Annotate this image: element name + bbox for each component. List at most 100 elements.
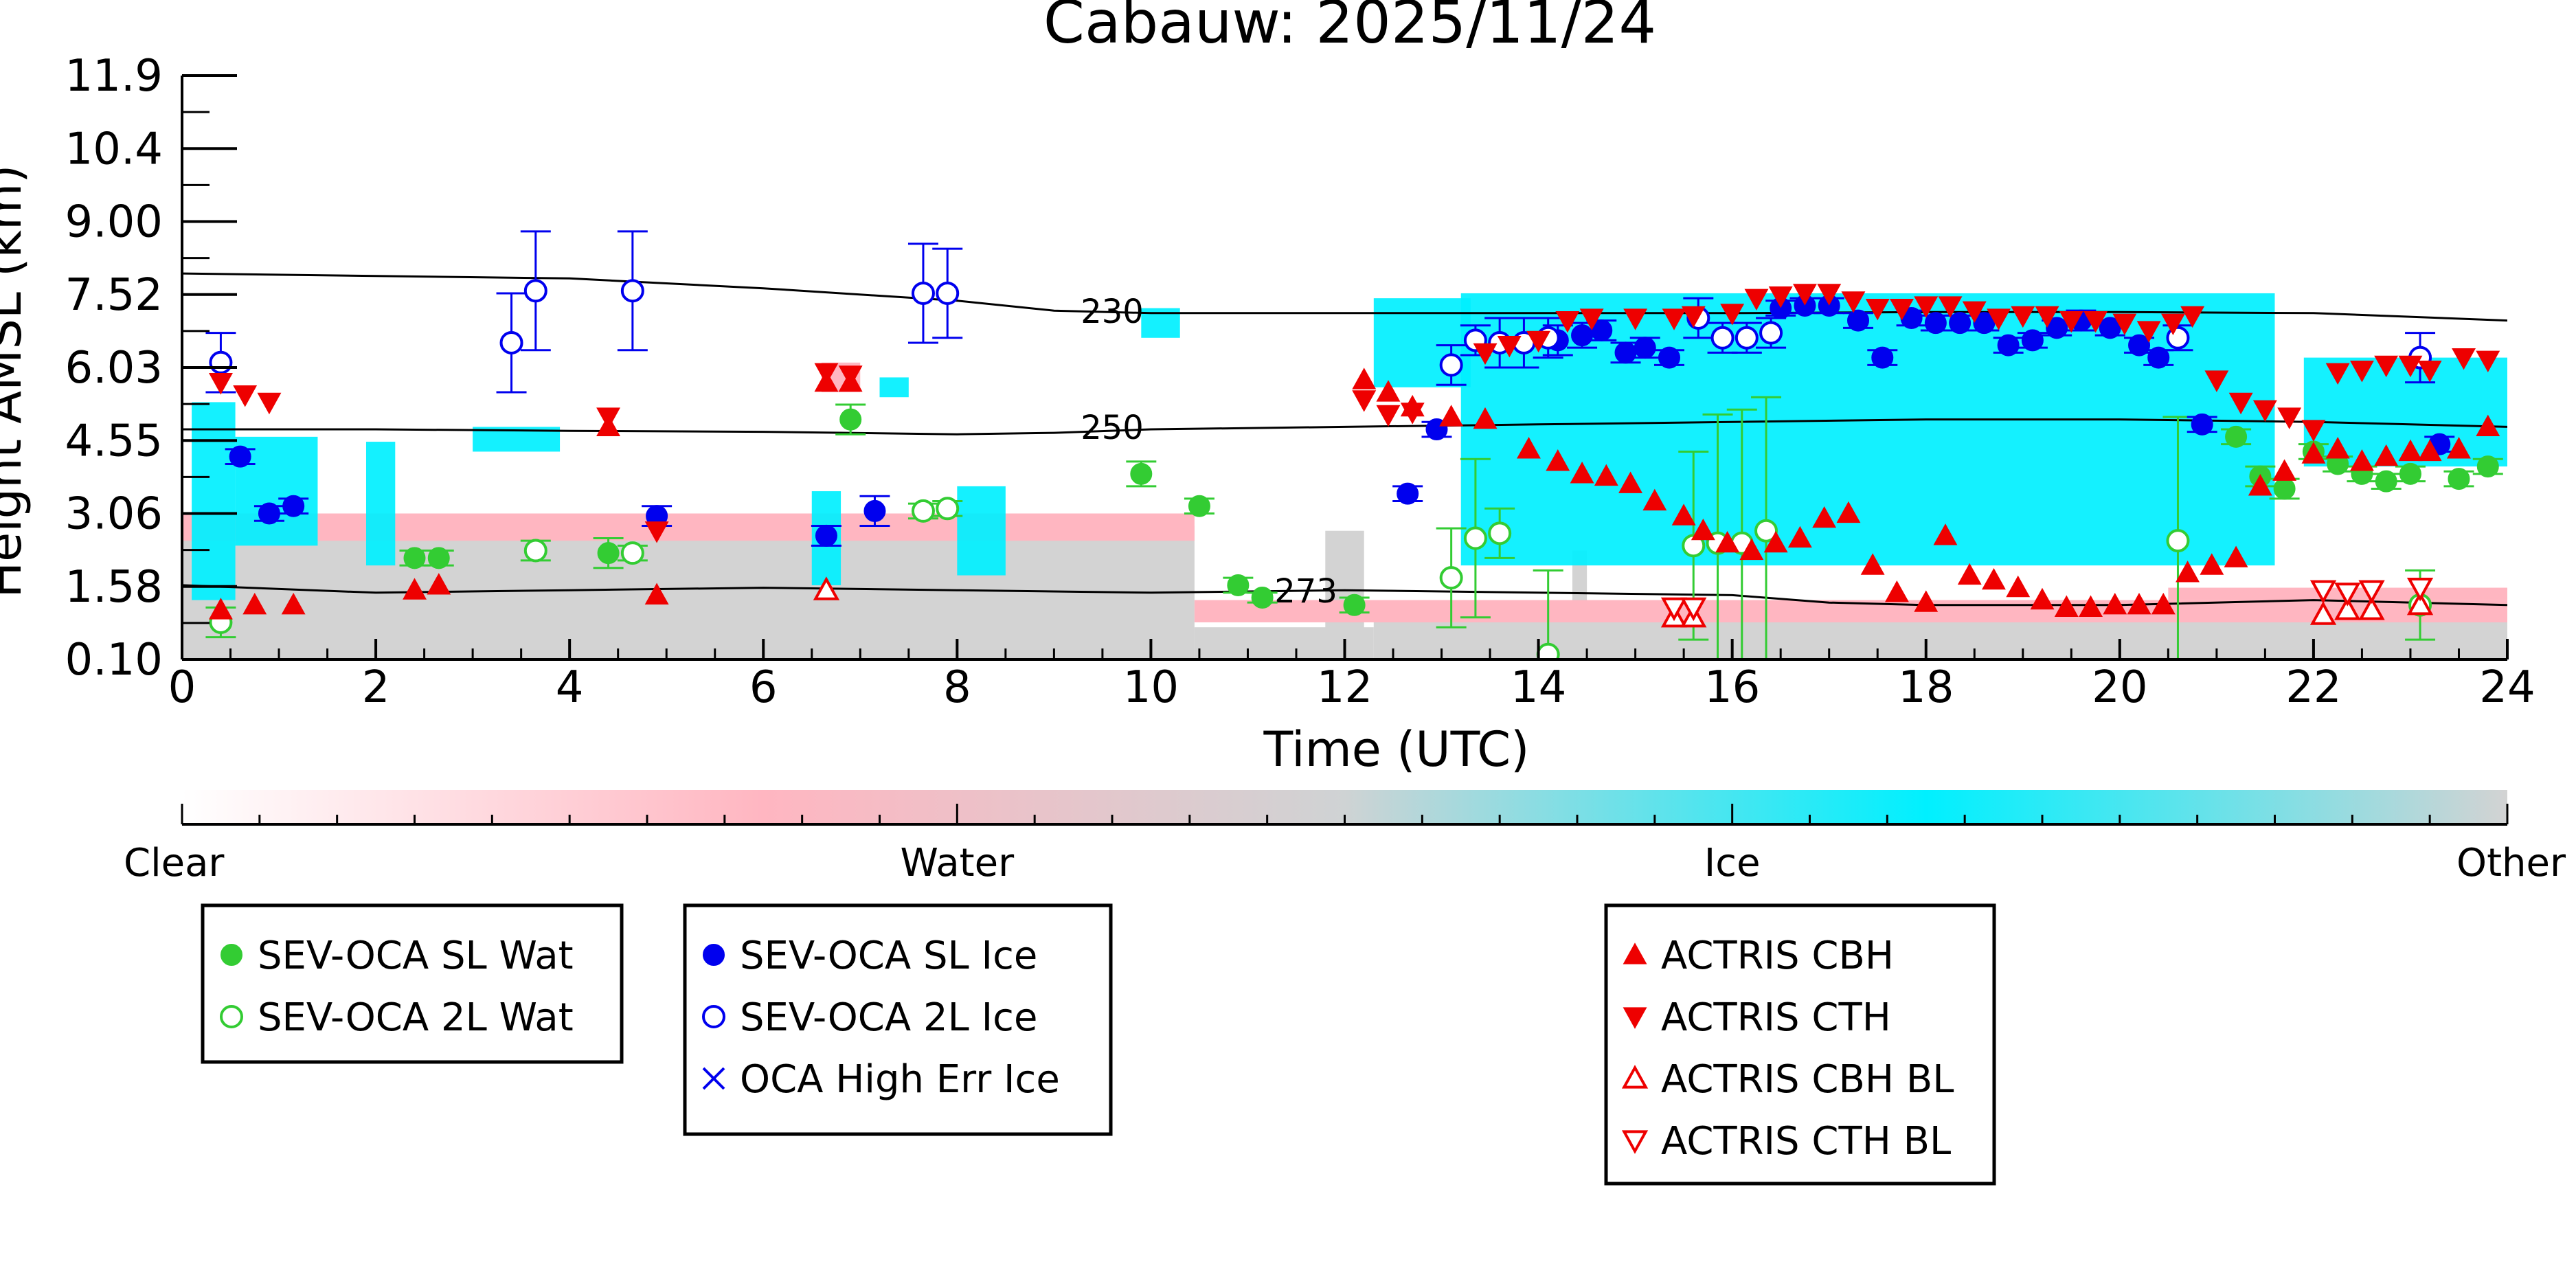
legend-frame xyxy=(683,903,1113,1136)
marker-dot xyxy=(703,944,725,966)
marker-triangle-up xyxy=(1376,380,1401,402)
marker-triangle-down xyxy=(1623,308,1648,330)
marker-triangle-down xyxy=(2180,306,2205,328)
marker-triangle-down xyxy=(2358,580,2385,605)
marker-triangle-down xyxy=(1817,284,1842,306)
marker-triangle-down xyxy=(2334,583,2361,607)
marker-ring xyxy=(911,499,935,523)
marker-ring xyxy=(523,539,547,563)
marker-triangle-down xyxy=(257,392,282,415)
marker-ring xyxy=(620,279,644,303)
marker-triangle-down xyxy=(1987,308,2011,330)
marker-dot xyxy=(1130,462,1153,485)
x-tick-label: 6 xyxy=(749,662,778,713)
y-tick-label: 9.00 xyxy=(65,197,163,248)
marker-triangle-up xyxy=(2417,439,2442,462)
marker-triangle-up xyxy=(2127,592,2151,615)
series-actris-cth-bl xyxy=(1660,578,2434,622)
marker-triangle-down xyxy=(2325,363,2350,385)
marker-triangle-up xyxy=(1715,530,1740,553)
marker-triangle-down xyxy=(838,365,863,387)
series-sev-oca-2l-ice xyxy=(205,230,2436,394)
colorbar-label: Water xyxy=(901,841,1015,885)
mask-region-ice xyxy=(365,442,396,566)
legend-box-3: ACTRIS CBH ACTRIS CTH ACTRIS CBH BL ACTRIS … xyxy=(1604,903,1996,1186)
marker-dot xyxy=(1871,346,1894,369)
mask-region-water xyxy=(182,513,1195,541)
marker-triangle-up xyxy=(1836,501,1861,523)
y-tick-label: 3.06 xyxy=(65,489,163,540)
legend-entry-label: ACTRIS CTH BL xyxy=(1661,1119,1951,1164)
legend: SEV-OCA SL Wat SEV-OCA 2L Wat SEV-OCA SL I… xyxy=(201,903,1996,1186)
marker-triangle-up xyxy=(2151,592,2176,615)
x-tick-label: 24 xyxy=(2479,662,2535,713)
marker-triangle-up xyxy=(813,576,840,600)
marker-triangle-down xyxy=(1662,308,1686,330)
marker-triangle-down xyxy=(1621,1130,1649,1154)
data-series-layer xyxy=(205,230,2503,659)
marker-dot xyxy=(2046,317,2068,339)
marker-triangle-down xyxy=(209,373,233,395)
marker-triangle-down xyxy=(1660,597,1688,622)
y-tick-label: 1.58 xyxy=(65,562,163,613)
marker-triangle-up xyxy=(1981,567,2006,590)
marker-triangle-down xyxy=(1865,299,1890,321)
marker-triangle-down xyxy=(2350,361,2374,383)
marker-triangle-up xyxy=(2350,449,2374,471)
legend-entry-label: SEV-OCA SL Wat xyxy=(258,934,574,978)
marker-ring xyxy=(936,281,960,305)
marker-triangle-up xyxy=(2054,595,2079,617)
marker-triangle-up xyxy=(403,578,427,600)
marker-dot xyxy=(2021,329,2044,352)
marker-triangle-down xyxy=(2204,370,2229,392)
marker-triangle-down xyxy=(1914,296,1939,318)
isotherm-label-273: 273 xyxy=(1274,572,1337,611)
marker-triangle-down xyxy=(1497,336,1522,358)
marker-ring xyxy=(1735,326,1759,350)
marker-dot xyxy=(1973,312,1996,335)
marker-dot xyxy=(1658,346,1680,369)
marker-ring xyxy=(620,541,644,565)
colorbar-label: Other xyxy=(2456,841,2566,885)
marker-triangle-up xyxy=(644,583,669,605)
legend-entry-label: SEV-OCA SL Ice xyxy=(740,934,1037,978)
marker-triangle-down xyxy=(1400,403,1425,425)
marker-triangle-up xyxy=(2200,553,2224,575)
marker-triangle-up xyxy=(1860,553,1885,575)
marker-ring xyxy=(702,1005,725,1028)
mask-region-water xyxy=(2168,587,2507,600)
colorbar: Clear Water Ice Other xyxy=(124,790,2566,885)
marker-dot xyxy=(2225,425,2248,448)
marker-triangle-down xyxy=(1889,299,1914,321)
marker-triangle-down xyxy=(2035,306,2059,328)
marker-ring xyxy=(1682,534,1706,558)
marker-dot xyxy=(2099,317,2121,339)
marker-triangle-up xyxy=(2398,439,2423,462)
marker-dot xyxy=(863,499,886,522)
marker-triangle-up xyxy=(281,592,306,615)
marker-triangle-down xyxy=(2452,348,2476,370)
marker-dot xyxy=(1614,341,1637,364)
marker-triangle-up xyxy=(1594,464,1618,486)
marker-triangle-down xyxy=(596,407,620,429)
y-tick-label: 6.03 xyxy=(65,343,163,394)
marker-triangle-up xyxy=(427,573,451,595)
marker-dot xyxy=(1847,309,1870,332)
y-tick-label: 0.10 xyxy=(65,635,163,686)
marker-dot xyxy=(839,408,862,431)
marker-triangle-down xyxy=(2083,311,2108,333)
y-tick-label: 4.55 xyxy=(65,416,163,466)
marker-triangle-up xyxy=(2301,442,2326,464)
series-actris-cth xyxy=(209,284,2500,543)
marker-dot xyxy=(1188,495,1210,517)
marker-ring xyxy=(1463,526,1487,550)
legend-entry-label: OCA High Err Ice xyxy=(740,1057,1060,1102)
marker-ring xyxy=(2166,529,2190,553)
marker-cross-stroke xyxy=(702,1067,725,1090)
marker-triangle-up xyxy=(1691,518,1715,541)
marker-triangle-up xyxy=(1933,523,1958,545)
marker-triangle-up xyxy=(1671,504,1696,526)
mask-region-ice xyxy=(192,402,236,600)
x-tick-label: 16 xyxy=(1704,662,1760,713)
marker-triangle-down xyxy=(2374,355,2399,378)
